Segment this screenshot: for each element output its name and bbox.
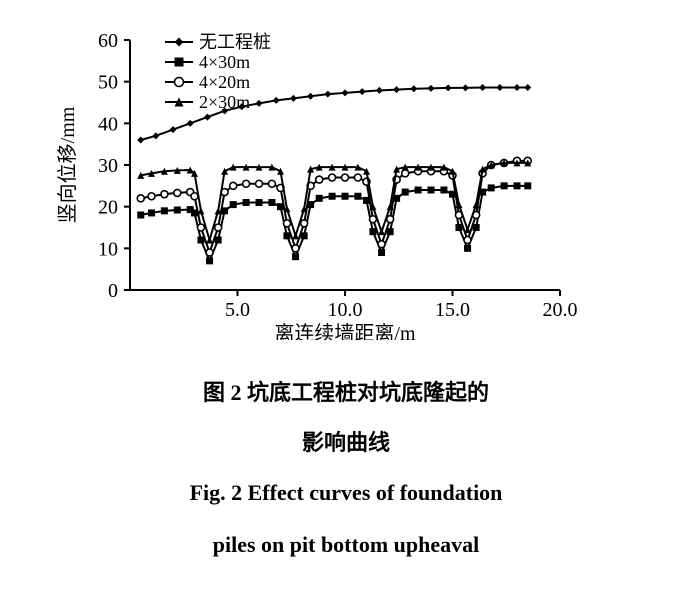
svg-text:离连续墙距离/m: 离连续墙距离/m [274, 322, 416, 340]
svg-text:50: 50 [98, 72, 118, 94]
svg-text:竖向位移/mm: 竖向位移/mm [56, 106, 79, 223]
svg-text:10.0: 10.0 [328, 299, 363, 321]
caption-en-line2: piles on pit bottom upheaval [20, 524, 672, 566]
svg-text:4×20m: 4×20m [199, 72, 250, 92]
svg-text:4×30m: 4×30m [199, 52, 250, 72]
figure-captions: 图 2 坑底工程桩对坑底隆起的 影响曲线 Fig. 2 Effect curve… [20, 373, 672, 566]
chart-svg: 0 10 20 30 40 50 60 5.0 10.0 15.0 20.0 离连续墙距离/m 竖向位移… [20, 20, 580, 340]
svg-text:15.0: 15.0 [435, 299, 470, 321]
svg-text:20.0: 20.0 [543, 299, 578, 321]
figure-container: 0 10 20 30 40 50 60 5.0 10.0 15.0 20.0 离连续墙距离/m 竖向位移… [20, 20, 672, 566]
svg-text:10: 10 [98, 238, 118, 260]
svg-text:无工程桩: 无工程桩 [199, 32, 271, 52]
svg-text:20: 20 [98, 197, 118, 219]
svg-text:5.0: 5.0 [225, 299, 250, 321]
svg-text:0: 0 [108, 280, 118, 302]
svg-text:2×30m: 2×30m [199, 92, 250, 112]
svg-text:40: 40 [98, 113, 118, 135]
svg-text:60: 60 [98, 30, 118, 52]
caption-en-line1: Fig. 2 Effect curves of foundation [20, 472, 672, 514]
caption-cn-line1: 图 2 坑底工程桩对坑底隆起的 [20, 373, 672, 413]
svg-text:30: 30 [98, 155, 118, 177]
caption-cn-line2: 影响曲线 [20, 423, 672, 463]
